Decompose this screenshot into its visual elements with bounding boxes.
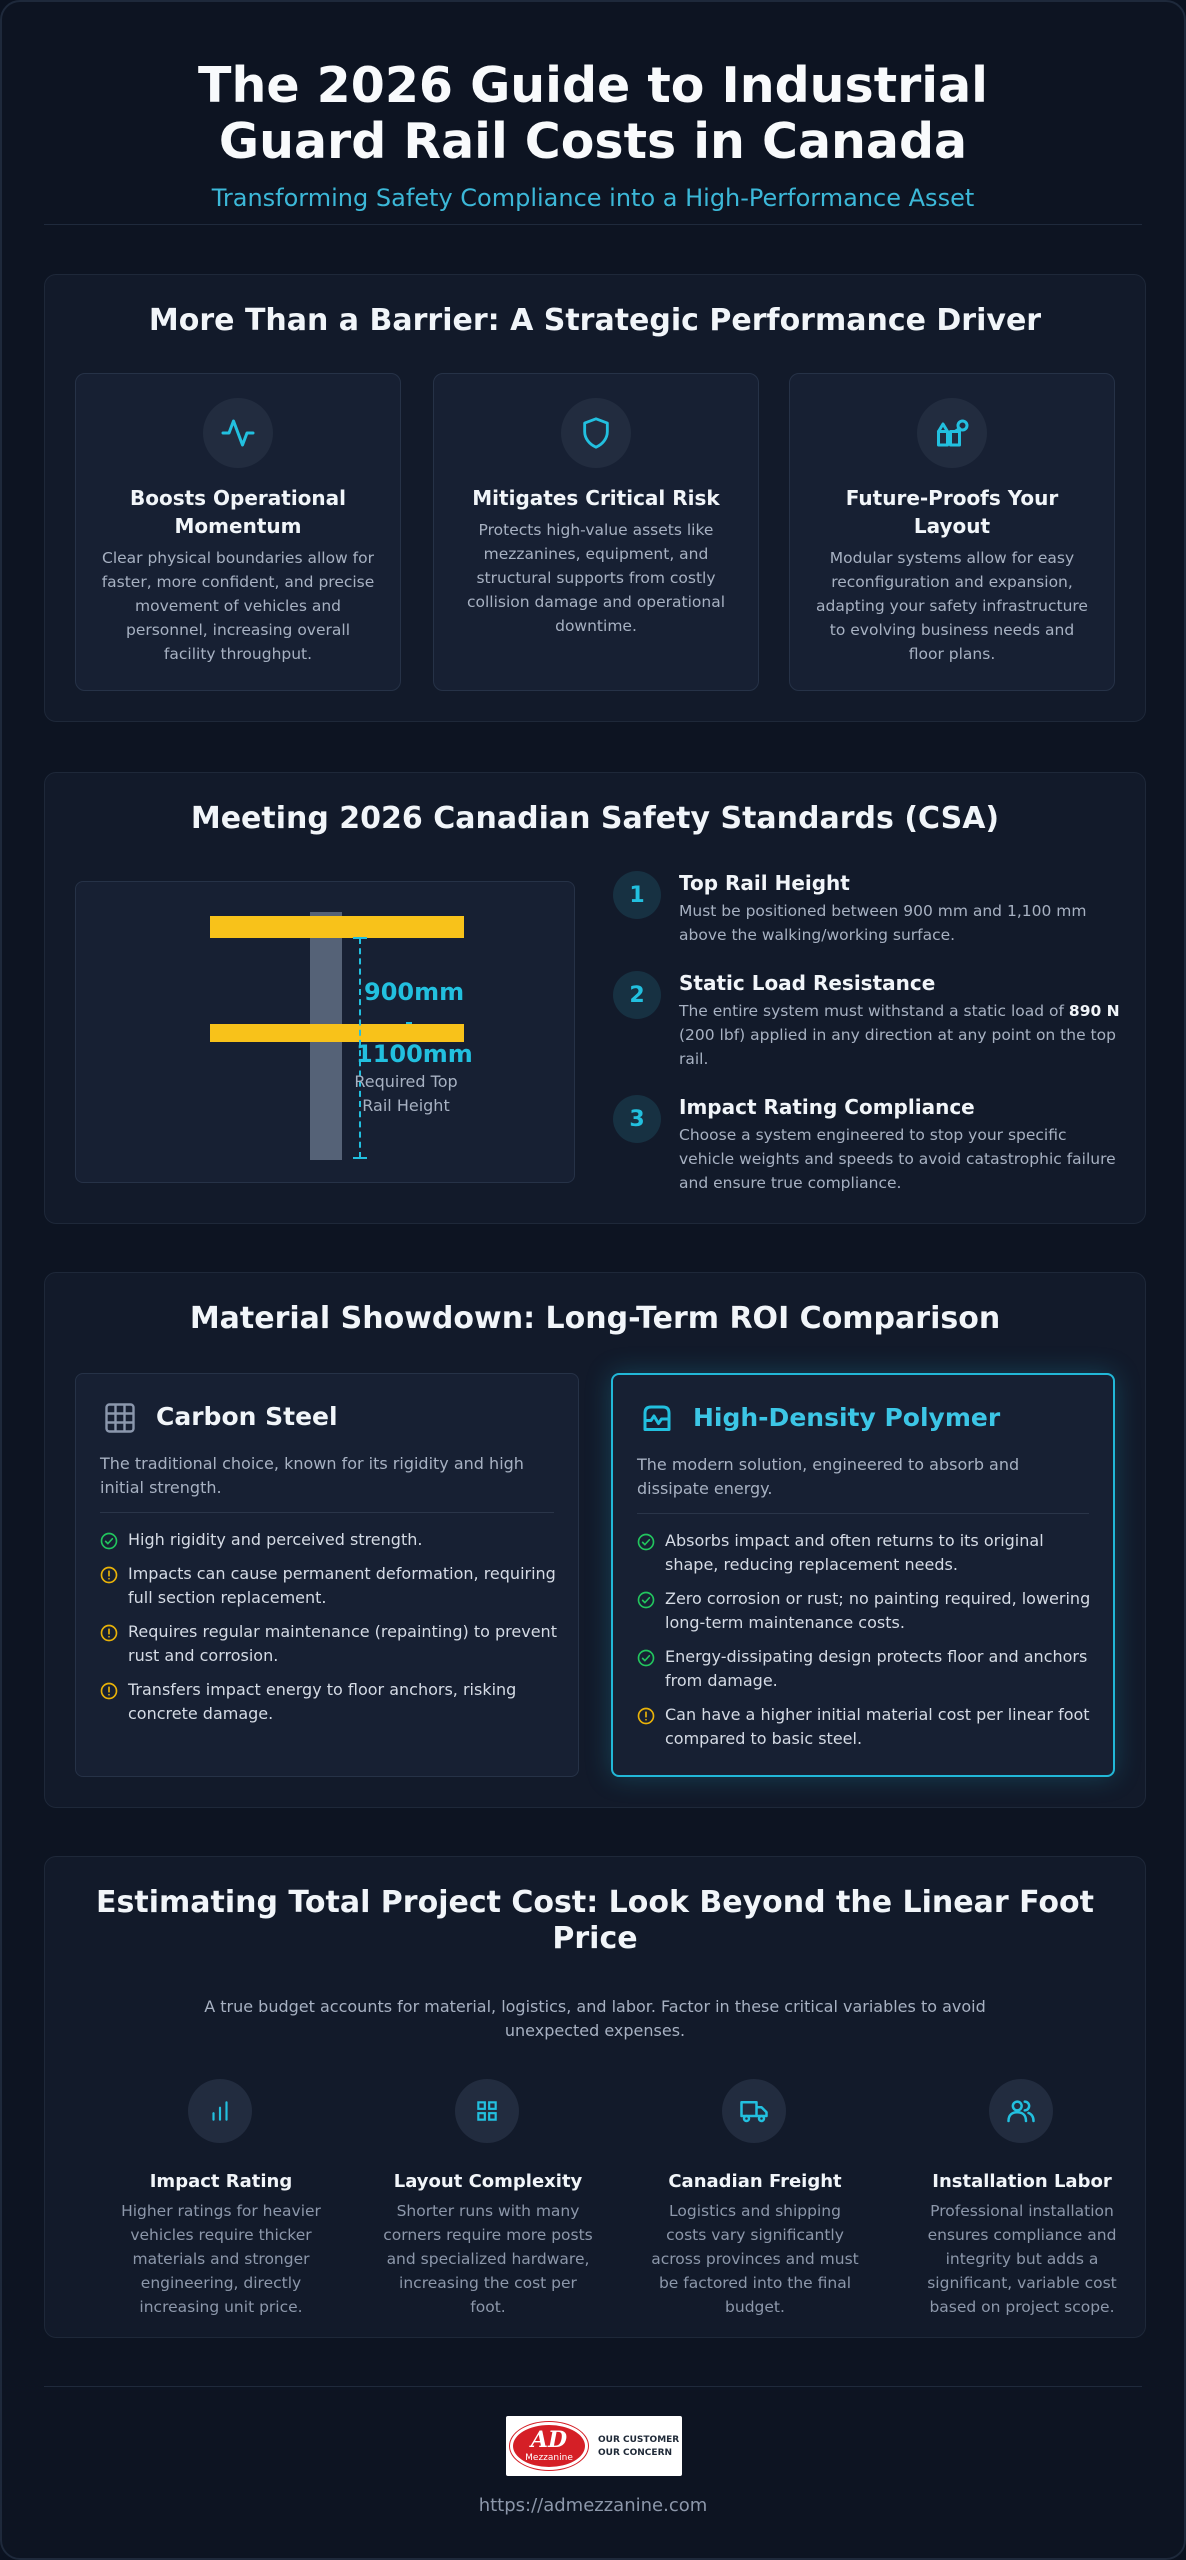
company-logo[interactable]: AD Mezzanine OUR CUSTOMER OUR CONCERN xyxy=(506,2416,682,2476)
factor-text: Higher ratings for heavier vehicles requ… xyxy=(121,2202,321,2316)
header: The 2026 Guide to Industrial Guard Rail … xyxy=(2,2,1184,213)
step-text: Choose a system engineered to stop your … xyxy=(679,1126,1116,1192)
step-number: 2 xyxy=(613,971,661,1019)
driver-card-title: Boosts Operational Momentum xyxy=(129,486,347,538)
step-title: Top Rail Height xyxy=(679,871,850,895)
feature-text: Absorbs impact and often returns to its … xyxy=(665,1531,1044,1574)
step-text: Must be positioned between 900 mm and 1,… xyxy=(679,902,1087,944)
driver-card-momentum: Boosts Operational Momentum Clear physic… xyxy=(75,373,401,691)
header-divider xyxy=(44,224,1142,225)
factor-title: Layout Complexity xyxy=(393,2171,583,2192)
driver-card-future: Future-Proofs Your Layout Modular system… xyxy=(789,373,1115,691)
drivers-section: More Than a Barrier: A Strategic Perform… xyxy=(44,274,1146,722)
wave-shape-icon xyxy=(643,1405,671,1431)
feature-text: Zero corrosion or rust; no painting requ… xyxy=(665,1589,1091,1632)
logo-letters: AD xyxy=(530,2427,568,2453)
driver-card-risk: Mitigates Critical Risk Protects high-va… xyxy=(433,373,759,691)
dimension-tick-top xyxy=(353,937,367,939)
grid-3x3-icon xyxy=(105,1403,135,1433)
feature-item: Can have a higher initial material cost … xyxy=(637,1703,1093,1751)
activity-icon xyxy=(203,398,273,468)
dimension-tick-mid xyxy=(406,1022,412,1024)
step-text: The entire system must withstand a stati… xyxy=(679,999,1123,1071)
grid-icon xyxy=(455,2079,519,2143)
feature-text: Can have a higher initial material cost … xyxy=(665,1705,1090,1748)
layout-blocks-icon xyxy=(917,398,987,468)
factor-title: Impact Rating xyxy=(149,2171,293,2192)
feature-item: High rigidity and perceived strength. xyxy=(100,1528,558,1552)
logo-word: Mezzanine xyxy=(525,2453,573,2463)
factor-title: Installation Labor xyxy=(932,2171,1112,2192)
drivers-title: More Than a Barrier: A Strategic Perform… xyxy=(148,303,1042,338)
estimate-section: Estimating Total Project Cost: Look Beyo… xyxy=(44,1856,1146,2338)
feature-text: Requires regular maintenance (repainting… xyxy=(128,1622,557,1665)
polymer-divider xyxy=(637,1513,1089,1514)
factor-text: Shorter runs with many corners require m… xyxy=(383,2202,593,2316)
csa-title: Meeting 2026 Canadian Safety Standards (… xyxy=(190,801,1000,836)
feature-item: Absorbs impact and often returns to its … xyxy=(637,1529,1093,1577)
driver-card-text: Clear physical boundaries allow for fast… xyxy=(101,549,375,663)
mid-rail xyxy=(210,1024,464,1042)
driver-card-text: Modular systems allow for easy reconfigu… xyxy=(816,549,1088,663)
driver-card-title: Mitigates Critical Risk xyxy=(472,486,720,510)
factor-text: Professional installation ensures compli… xyxy=(927,2202,1117,2316)
step-text-part: (200 lbf) applied in any direction at an… xyxy=(679,1026,1116,1068)
factor-text: Logistics and shipping costs vary signif… xyxy=(651,2202,859,2316)
feature-item: Requires regular maintenance (repainting… xyxy=(100,1620,558,1668)
step-title: Static Load Resistance xyxy=(679,971,936,995)
driver-card-title: Future-Proofs Your Layout xyxy=(845,486,1059,538)
estimate-title: Estimating Total Project Cost: Look Beyo… xyxy=(96,1885,1094,1956)
feature-item: Energy-dissipating design protects floor… xyxy=(637,1645,1093,1693)
step-number: 3 xyxy=(613,1095,661,1143)
logo-tagline: OUR CUSTOMER OUR CONCERN xyxy=(598,2434,679,2460)
dimension-tick-bottom xyxy=(353,1157,367,1159)
bar-chart-icon xyxy=(188,2079,252,2143)
users-icon xyxy=(989,2079,1053,2143)
footer-divider xyxy=(44,2386,1142,2387)
step-text-bold: 890 N xyxy=(1068,1002,1120,1020)
feature-text: Energy-dissipating design protects floor… xyxy=(665,1647,1088,1690)
factor-title: Canadian Freight xyxy=(668,2171,842,2192)
website-link[interactable]: https://admezzanine.com xyxy=(478,2495,708,2516)
materials-title: Material Showdown: Long-Term ROI Compari… xyxy=(189,1301,1001,1336)
step-text-part: The entire system must withstand a stati… xyxy=(679,1002,1069,1020)
feature-text: High rigidity and perceived strength. xyxy=(128,1530,423,1549)
dimension-label-1100: 1100mm xyxy=(356,1040,473,1068)
dimension-line xyxy=(359,938,361,1158)
feature-text: Transfers impact energy to floor anchors… xyxy=(128,1680,517,1723)
step-title: Impact Rating Compliance xyxy=(679,1095,975,1119)
logo-tagline-1: OUR CUSTOMER xyxy=(598,2435,680,2445)
driver-card-text: Protects high-value assets like mezzanin… xyxy=(466,521,726,635)
step-number: 1 xyxy=(613,871,661,919)
steel-desc: The traditional choice, known for its ri… xyxy=(100,1454,524,1497)
csa-section: Meeting 2026 Canadian Safety Standards (… xyxy=(44,772,1146,1224)
estimate-lead: A true budget accounts for material, log… xyxy=(204,1997,986,2040)
steel-divider xyxy=(100,1512,554,1513)
polymer-card: High-Density Polymer The modern solution… xyxy=(611,1373,1115,1777)
top-rail xyxy=(210,916,464,938)
dimension-caption: Required Top Rail Height xyxy=(354,1072,458,1115)
feature-item: Zero corrosion or rust; no painting requ… xyxy=(637,1587,1093,1635)
page-subtitle: Transforming Safety Compliance into a Hi… xyxy=(211,184,975,212)
steel-card: Carbon Steel The traditional choice, kno… xyxy=(75,1373,579,1777)
logo-tagline-2: OUR CONCERN xyxy=(598,2448,673,2458)
feature-item: Impacts can cause permanent deformation,… xyxy=(100,1562,558,1610)
feature-item: Transfers impact energy to floor anchors… xyxy=(100,1678,558,1726)
feature-text: Impacts can cause permanent deformation,… xyxy=(128,1564,556,1607)
rail-height-diagram: 900mm 1100mm Required Top Rail Height xyxy=(75,881,575,1183)
truck-icon xyxy=(722,2079,786,2143)
materials-section: Material Showdown: Long-Term ROI Compari… xyxy=(44,1272,1146,1808)
logo-emblem: AD Mezzanine xyxy=(510,2422,588,2470)
dimension-label-900: 900mm xyxy=(364,978,465,1006)
polymer-list: Absorbs impact and often returns to its … xyxy=(637,1529,1093,1761)
shield-icon xyxy=(561,398,631,468)
polymer-title: High-Density Polymer xyxy=(693,1403,1001,1432)
polymer-desc: The modern solution, engineered to absor… xyxy=(637,1455,1020,1498)
steel-list: High rigidity and perceived strength. Imp… xyxy=(100,1528,558,1736)
page-title: The 2026 Guide to Industrial Guard Rail … xyxy=(198,57,988,170)
steel-title: Carbon Steel xyxy=(156,1402,338,1431)
